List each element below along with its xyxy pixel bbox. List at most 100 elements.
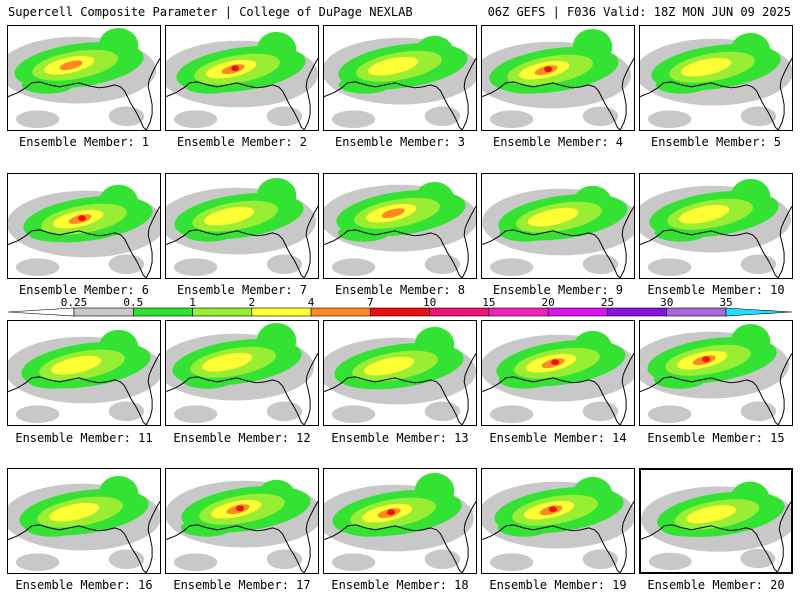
colorbar-segment [251,307,312,317]
scp-contour-map [482,185,634,278]
coastline [640,58,792,130]
color-scale-legend: 0.25 0.5 1 2 4 7 10 15 20 25 30 35 [8,298,792,317]
colorbar-segment [310,307,371,317]
coastline [482,353,634,425]
ensemble-member-label: Ensemble Member: 1 [18,135,150,149]
coastline [8,58,160,130]
colorbar-segment [132,307,193,317]
coastline [8,353,160,425]
ensemble-member-label: Ensemble Member: 20 [647,578,785,592]
ensemble-member-label: Ensemble Member: 19 [489,578,627,592]
colorbar-segment [370,307,430,317]
ensemble-map-panel[interactable] [7,320,161,426]
ensemble-map-panel[interactable] [165,468,319,574]
coastline [166,353,318,425]
colorbar-tick-label: 25 [601,298,614,309]
scp-contour-map [8,329,160,425]
coastline [166,58,318,130]
ensemble-map-panel[interactable] [481,173,635,279]
scp-contour-map [640,178,792,278]
ensemble-map-panel[interactable] [639,468,793,574]
colorbar-segment [547,307,608,317]
colorbar-tick-label: 0.5 [123,298,143,309]
coastline [482,501,634,573]
ensemble-map-panel[interactable] [323,468,477,574]
scp-contour-map [482,330,634,425]
coastline [324,353,476,425]
colorbar-tick-label: 15 [482,298,495,309]
ensemble-map-panel[interactable] [165,25,319,131]
ensemble-map-panel[interactable] [481,25,635,131]
coastline [324,58,476,130]
ensemble-member-label: Ensemble Member: 14 [489,431,627,445]
ensemble-member-label: Ensemble Member: 3 [334,135,466,149]
coastline [641,501,791,572]
ensemble-map-panel[interactable] [639,173,793,279]
ensemble-map-panel[interactable] [323,173,477,279]
scp-contour-map [324,181,476,278]
ensemble-member-label: Ensemble Member: 16 [15,578,153,592]
scp-contour-map [8,27,160,130]
scp-contour-map [166,322,318,425]
ensemble-map-panel[interactable] [165,320,319,426]
colorbar-max-arrow [725,307,792,317]
ensemble-member-label: Ensemble Member: 13 [331,431,469,445]
colorbar-segment [666,307,727,317]
scp-contour-map [640,32,792,130]
ensemble-map-panel[interactable] [7,468,161,574]
colorbar-min-arrow [8,307,75,317]
coastline [8,501,160,573]
scp-contour-map [166,31,318,130]
ensemble-member-label: Ensemble Member: 12 [173,431,311,445]
forecast-valid-time: 06Z GEFS | F036 Valid: 18Z MON JUN 09 20… [487,5,791,19]
ensemble-map-panel[interactable] [7,25,161,131]
ensemble-map-panel[interactable] [481,468,635,574]
ensemble-map-panel[interactable] [639,320,793,426]
coastline [640,206,792,278]
ensemble-member-label: Ensemble Member: 10 [647,283,785,297]
ensemble-map-panel[interactable] [323,25,477,131]
colorbar-tick-label: 20 [542,298,555,309]
colorbar-segment [488,307,549,317]
ensemble-member-label: Ensemble Member: 8 [334,283,466,297]
colorbar-tick-label: 7 [367,298,374,309]
coastline [482,206,634,278]
colorbar-tick-label: 1 [189,298,196,309]
ensemble-member-label: Ensemble Member: 2 [176,135,308,149]
scp-contour-map [8,475,160,573]
ensemble-member-label: Ensemble Member: 4 [492,135,624,149]
scp-contour-map [482,476,634,573]
colorbar-tick-label: 10 [423,298,436,309]
colorbar-segment [607,307,668,317]
scp-contour-map [324,326,476,425]
scp-contour-map [482,28,634,130]
ensemble-map-panel[interactable] [7,173,161,279]
ensemble-map-panel[interactable] [323,320,477,426]
coastline [166,501,318,573]
ensemble-member-label: Ensemble Member: 9 [492,283,624,297]
ensemble-map-panel[interactable] [639,25,793,131]
colorbar-segment [429,307,490,317]
map-title: Supercell Composite Parameter | College … [8,5,413,19]
colorbar-tick-label: 35 [719,298,732,309]
scp-contour-map [640,323,792,425]
coastline [324,206,476,278]
colorbar-segment [73,307,134,317]
scp-contour-map [641,481,791,572]
coastline [640,353,792,425]
scp-contour-map [166,177,318,278]
coastline [8,206,160,278]
ensemble-member-label: Ensemble Member: 5 [650,135,782,149]
ensemble-map-panel[interactable] [481,320,635,426]
coastline [166,206,318,278]
ensemble-map-panel[interactable] [165,173,319,279]
ensemble-member-label: Ensemble Member: 15 [647,431,785,445]
colorbar-tick-label: 4 [308,298,315,309]
colorbar-tick-label: 0.25 [61,298,88,309]
scp-contour-map [324,472,476,573]
ensemble-member-label: Ensemble Member: 17 [173,578,311,592]
ensemble-member-label: Ensemble Member: 11 [15,431,153,445]
coastline [324,501,476,573]
scp-contour-map [166,479,318,573]
scp-contour-map [8,184,160,278]
